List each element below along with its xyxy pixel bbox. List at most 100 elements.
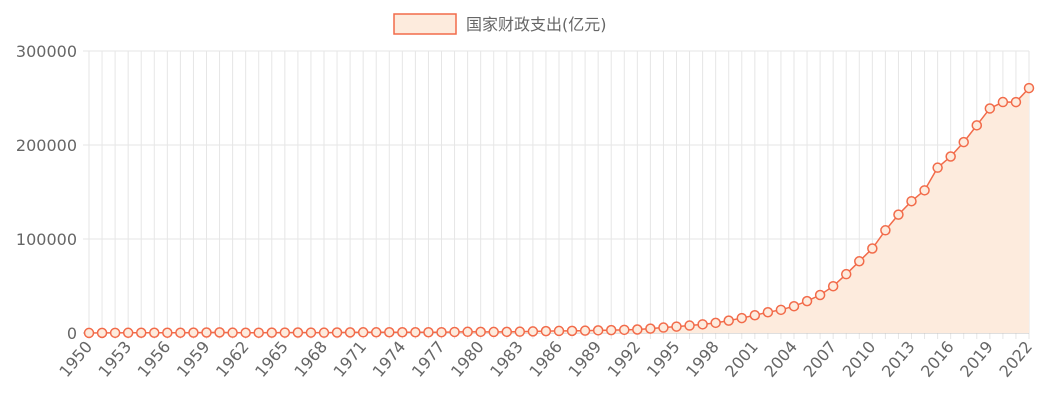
data-point[interactable] <box>514 326 526 337</box>
x-tick-label: 2004 <box>760 337 801 380</box>
x-axis-ticks: 1950195319561959196219651968197119741977… <box>55 337 1036 380</box>
data-point[interactable] <box>945 151 956 162</box>
data-point[interactable] <box>253 327 264 338</box>
data-point[interactable] <box>984 103 996 114</box>
data-point[interactable] <box>397 327 408 338</box>
data-point[interactable] <box>462 326 473 338</box>
data-point[interactable] <box>227 327 238 338</box>
data-point[interactable] <box>214 327 225 338</box>
data-point[interactable] <box>331 327 343 338</box>
data-point[interactable] <box>410 326 421 338</box>
data-point[interactable] <box>749 309 761 321</box>
data-point[interactable] <box>540 325 552 337</box>
data-point[interactable] <box>684 320 695 331</box>
data-point[interactable] <box>188 327 199 338</box>
data-point[interactable] <box>671 321 682 332</box>
x-tick-label: 1998 <box>682 337 723 380</box>
legend-label: 国家财政支出(亿元) <box>466 15 607 34</box>
x-tick-label: 1953 <box>95 337 136 380</box>
data-point[interactable] <box>240 327 251 338</box>
data-point[interactable] <box>723 315 734 326</box>
data-point[interactable] <box>958 136 969 148</box>
x-tick-label: 1968 <box>290 337 331 380</box>
data-point[interactable] <box>109 327 121 339</box>
data-point[interactable] <box>645 323 656 334</box>
x-tick-label: 1989 <box>565 337 606 380</box>
data-point[interactable] <box>762 307 774 318</box>
data-point[interactable] <box>96 327 108 339</box>
data-point[interactable] <box>423 326 434 338</box>
data-point[interactable] <box>266 327 278 338</box>
y-tick-label: 200000 <box>16 136 77 155</box>
data-point[interactable] <box>619 324 630 336</box>
x-tick-label: 2007 <box>800 337 841 380</box>
data-point[interactable] <box>736 312 748 324</box>
data-point[interactable] <box>384 326 395 338</box>
data-point[interactable] <box>1023 82 1035 94</box>
data-point[interactable] <box>357 327 369 338</box>
data-point[interactable] <box>906 195 917 207</box>
x-tick-label: 2019 <box>956 337 997 380</box>
data-point[interactable] <box>932 162 943 173</box>
data-point[interactable] <box>1010 96 1022 108</box>
data-point[interactable] <box>488 326 499 338</box>
data-point[interactable] <box>997 96 1009 108</box>
plot-area <box>83 82 1035 339</box>
data-point[interactable] <box>566 325 578 337</box>
x-tick-label: 1992 <box>604 337 645 380</box>
data-point[interactable] <box>501 326 513 338</box>
data-point[interactable] <box>175 327 186 338</box>
x-tick-label: 2016 <box>917 337 958 380</box>
data-point[interactable] <box>919 185 930 196</box>
data-point[interactable] <box>201 327 212 338</box>
data-point[interactable] <box>475 326 486 338</box>
data-point[interactable] <box>162 327 173 338</box>
data-point[interactable] <box>971 120 983 131</box>
data-point[interactable] <box>305 327 317 338</box>
x-tick-label: 1995 <box>643 337 684 380</box>
data-point[interactable] <box>788 300 800 312</box>
data-point[interactable] <box>605 324 617 336</box>
x-tick-label: 1986 <box>525 337 566 380</box>
data-point[interactable] <box>814 289 826 301</box>
grid <box>83 50 1030 339</box>
y-tick-label: 100000 <box>16 230 77 249</box>
x-tick-label: 2001 <box>721 337 762 380</box>
data-point[interactable] <box>880 225 891 236</box>
data-point[interactable] <box>135 327 147 339</box>
data-point[interactable] <box>893 209 904 220</box>
data-point[interactable] <box>775 304 787 316</box>
y-tick-label: 300000 <box>16 42 77 61</box>
data-point[interactable] <box>801 295 813 307</box>
data-point[interactable] <box>149 327 160 339</box>
data-point[interactable] <box>592 325 604 336</box>
data-point[interactable] <box>827 280 839 292</box>
data-point[interactable] <box>344 327 356 338</box>
data-point[interactable] <box>632 324 643 335</box>
x-tick-label: 1983 <box>486 337 527 380</box>
data-point[interactable] <box>867 243 878 254</box>
data-point[interactable] <box>579 325 591 336</box>
data-point[interactable] <box>449 326 460 338</box>
data-point[interactable] <box>840 268 852 280</box>
x-tick-label: 1980 <box>447 337 488 380</box>
x-tick-label: 1974 <box>369 337 410 380</box>
data-point[interactable] <box>553 325 565 337</box>
data-point[interactable] <box>370 327 382 338</box>
data-point[interactable] <box>318 327 330 338</box>
data-point[interactable] <box>854 256 865 267</box>
data-point[interactable] <box>279 327 291 338</box>
data-point[interactable] <box>122 327 134 339</box>
x-tick-label: 1977 <box>408 337 449 380</box>
x-tick-label: 1950 <box>55 337 96 380</box>
data-point[interactable] <box>658 322 669 333</box>
data-point[interactable] <box>292 327 304 338</box>
data-point[interactable] <box>436 326 447 338</box>
legend[interactable]: 国家财政支出(亿元) <box>393 13 607 35</box>
data-point[interactable] <box>697 319 708 330</box>
data-point[interactable] <box>83 327 95 339</box>
legend-swatch <box>393 13 457 35</box>
data-point[interactable] <box>527 326 539 337</box>
data-point[interactable] <box>710 317 721 329</box>
